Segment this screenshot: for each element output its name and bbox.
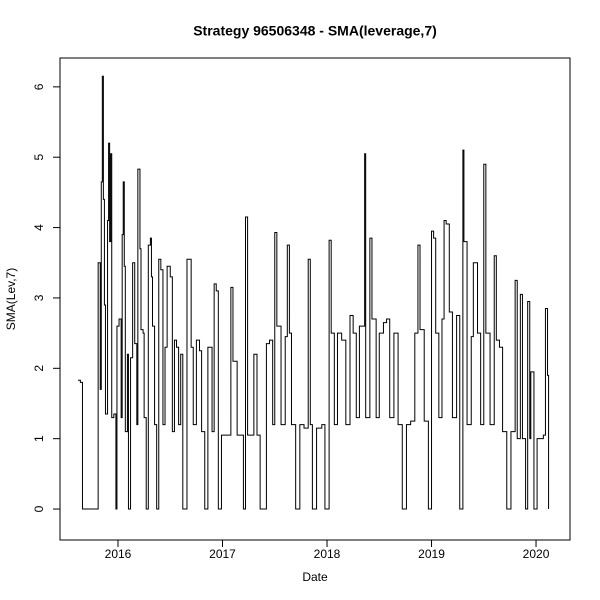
y-axis-label: SMA(Lev,7) (4, 268, 18, 330)
y-tick-label: 6 (32, 83, 46, 90)
y-tick-label: 4 (32, 224, 46, 231)
y-tick-label: 1 (32, 435, 46, 442)
chart-title: Strategy 96506348 - SMA(leverage,7) (193, 23, 437, 39)
y-tick-label: 2 (32, 365, 46, 372)
x-tick-label: 2016 (105, 547, 132, 561)
x-axis-label: Date (302, 570, 328, 584)
plot-box (59, 57, 571, 541)
y-tick-label: 0 (32, 505, 46, 512)
x-tick-label: 2019 (418, 547, 445, 561)
series-line (77, 75, 550, 510)
x-tick-label: 2020 (523, 547, 550, 561)
y-tick-label: 5 (32, 154, 46, 161)
y-tick-label: 3 (32, 294, 46, 301)
x-tick-label: 2017 (209, 547, 236, 561)
x-tick-label: 2018 (314, 547, 341, 561)
